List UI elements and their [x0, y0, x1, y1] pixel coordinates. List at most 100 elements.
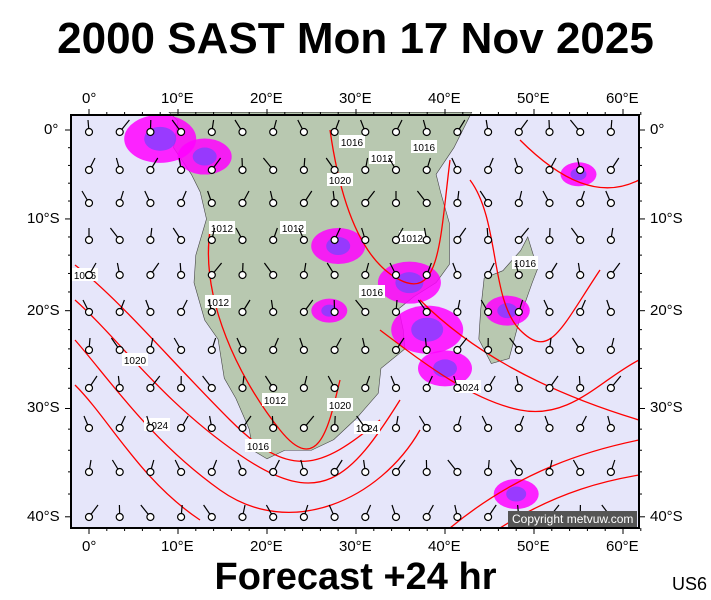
wind-station	[484, 383, 493, 393]
wind-station	[453, 235, 462, 245]
isobar-label-bg	[399, 231, 425, 244]
wind-station	[84, 198, 94, 208]
wind-station	[146, 467, 155, 477]
wind-station	[115, 270, 124, 280]
lat-label-left: 0°	[44, 121, 59, 138]
wind-station	[146, 235, 155, 245]
isobar-line	[74, 264, 381, 462]
wind-station	[453, 165, 462, 175]
wind-station	[177, 127, 186, 137]
wind-station	[453, 307, 462, 317]
lon-label-bottom: 50°E	[517, 538, 550, 555]
lon-label-top: 0°	[82, 90, 97, 107]
wind-station	[514, 383, 523, 393]
wind-station	[330, 512, 339, 522]
lon-label-top: 30°E	[339, 90, 372, 107]
wind-station	[422, 345, 431, 355]
wind-station	[422, 383, 431, 393]
isobar-label-bg	[327, 398, 353, 411]
wind-station	[606, 270, 616, 280]
wind-station	[238, 165, 247, 175]
wind-station	[514, 467, 523, 477]
wind-station	[269, 512, 278, 522]
wind-station	[484, 127, 493, 137]
wind-station	[115, 512, 124, 522]
wind-station	[115, 307, 124, 317]
lon-label-bottom: 40°E	[428, 538, 461, 555]
wind-station	[484, 423, 493, 433]
wind-station	[84, 307, 94, 317]
wind-station	[361, 383, 370, 393]
map-title: 2000 SAST Mon 17 Nov 2025	[57, 14, 654, 63]
isobar-label: 1012	[211, 224, 234, 235]
wind-station	[299, 423, 308, 433]
wind-station	[484, 512, 493, 522]
wind-station	[361, 165, 370, 175]
wind-station	[84, 165, 94, 175]
wind-station	[606, 165, 616, 175]
wind-station	[484, 198, 493, 208]
wind-station	[545, 423, 554, 433]
wind-station	[299, 512, 308, 522]
wind-station	[146, 198, 155, 208]
wind-station	[361, 198, 370, 208]
wind-station	[146, 307, 155, 317]
wind-station	[299, 127, 308, 137]
lon-label-top: 60°E	[606, 90, 639, 107]
wind-station	[299, 165, 308, 175]
wind-station	[514, 270, 523, 280]
wind-station	[207, 165, 216, 175]
wind-station	[177, 235, 186, 245]
isobar-label-bg	[359, 285, 385, 298]
isobar-label-bg	[122, 353, 148, 366]
wind-station	[269, 345, 278, 355]
wind-station	[177, 383, 186, 393]
wind-station	[115, 345, 124, 355]
isobar-label: 1016	[361, 288, 384, 299]
heavy-precipitation-area	[192, 147, 217, 166]
wind-station	[484, 270, 493, 280]
isobar-line	[74, 339, 421, 513]
wind-station	[361, 307, 370, 317]
wind-station	[606, 127, 616, 137]
wind-station	[177, 345, 186, 355]
wind-station	[115, 423, 124, 433]
wind-station	[514, 127, 523, 137]
wind-station	[361, 127, 370, 137]
wind-station	[330, 165, 339, 175]
wind-station	[606, 423, 616, 433]
wind-station	[545, 467, 554, 477]
wind-station	[514, 345, 523, 355]
wind-station	[299, 198, 308, 208]
lon-label-bottom: 20°E	[250, 538, 283, 555]
wind-station	[115, 467, 124, 477]
wind-station	[361, 235, 370, 245]
lat-label-right: 0°	[650, 121, 665, 138]
isobar-label-bg	[327, 173, 353, 186]
isobar-line	[419, 299, 640, 421]
isobar-line	[74, 384, 201, 521]
isobar-label: 1020	[329, 401, 352, 412]
wind-station	[576, 235, 585, 245]
isobar-label: 1020	[124, 356, 147, 367]
isobar-line	[207, 229, 341, 450]
wind-station	[453, 467, 462, 477]
wind-station	[299, 383, 308, 393]
wind-station	[330, 127, 339, 137]
wind-station	[453, 423, 462, 433]
wind-station	[606, 235, 616, 245]
isobar-label-bg	[369, 151, 395, 164]
heavy-precipitation-area	[506, 486, 527, 502]
wind-station	[115, 235, 124, 245]
wind-station	[177, 198, 186, 208]
wind-station	[576, 307, 585, 317]
wind-station	[177, 307, 186, 317]
wind-station	[146, 512, 155, 522]
lon-label-bottom: 0°	[82, 538, 97, 555]
lat-label-left: 30°S	[27, 399, 60, 417]
lat-label-left: 40°S	[27, 507, 60, 525]
lat-label-left: 10°S	[27, 209, 60, 227]
wind-station	[391, 235, 401, 245]
map-frame	[70, 114, 640, 529]
